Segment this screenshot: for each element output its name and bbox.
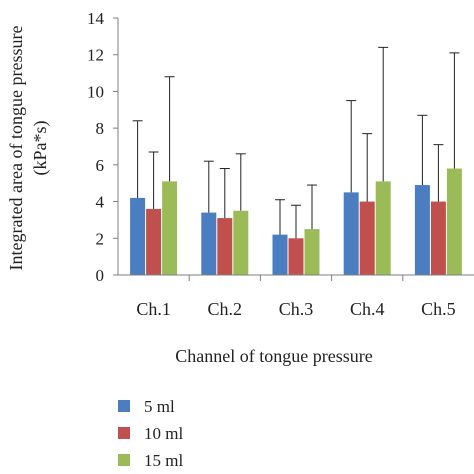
bar (146, 208, 162, 275)
legend-swatch (118, 400, 130, 412)
bar (130, 197, 146, 275)
bar (430, 201, 446, 275)
bar (233, 210, 249, 275)
legend-label: 10 ml (144, 424, 183, 443)
bar (201, 212, 217, 275)
bar (304, 229, 320, 275)
y-tick-label: 4 (96, 193, 105, 212)
y-tick-label: 12 (87, 46, 104, 65)
legend: 5 ml 10 ml 15 ml (118, 397, 183, 470)
y-tick-label: 10 (87, 82, 104, 101)
legend-label: 15 ml (144, 451, 183, 470)
y-axis-title-line2: (kPa*s) (30, 121, 51, 176)
bar (272, 234, 288, 275)
legend-swatch (118, 454, 130, 466)
bar (359, 201, 375, 275)
y-tick-label: 14 (87, 9, 105, 28)
legend-swatch (118, 427, 130, 439)
bar (414, 185, 430, 275)
y-tick-label: 8 (96, 119, 105, 138)
x-tick-label: Ch.1 (136, 299, 171, 319)
x-axis-title: Channel of tongue pressure (175, 346, 372, 366)
bar (162, 181, 178, 275)
y-tick-label: 0 (96, 266, 105, 285)
y-axis-title-line1: Integrated area of tongue pressure (6, 26, 26, 271)
x-tick-label: Ch.5 (421, 299, 456, 319)
bar (446, 168, 462, 275)
legend-label: 5 ml (144, 397, 175, 416)
bar (288, 238, 304, 275)
y-tick-label: 6 (96, 156, 105, 175)
plot-area: 0 2 4 6 8 10 12 14 Ch.1 Ch.2 Ch.3 Ch.4 Ch.5 (87, 9, 462, 319)
y-tick-label: 2 (96, 229, 105, 248)
bar (375, 181, 391, 275)
bar (217, 218, 233, 275)
x-tick-label: Ch.2 (208, 299, 243, 319)
x-tick-label: Ch.3 (279, 299, 314, 319)
x-tick-label: Ch.4 (350, 299, 385, 319)
y-axis-title: Integrated area of tongue pressure (kPa*… (6, 26, 51, 271)
bar (343, 192, 359, 275)
